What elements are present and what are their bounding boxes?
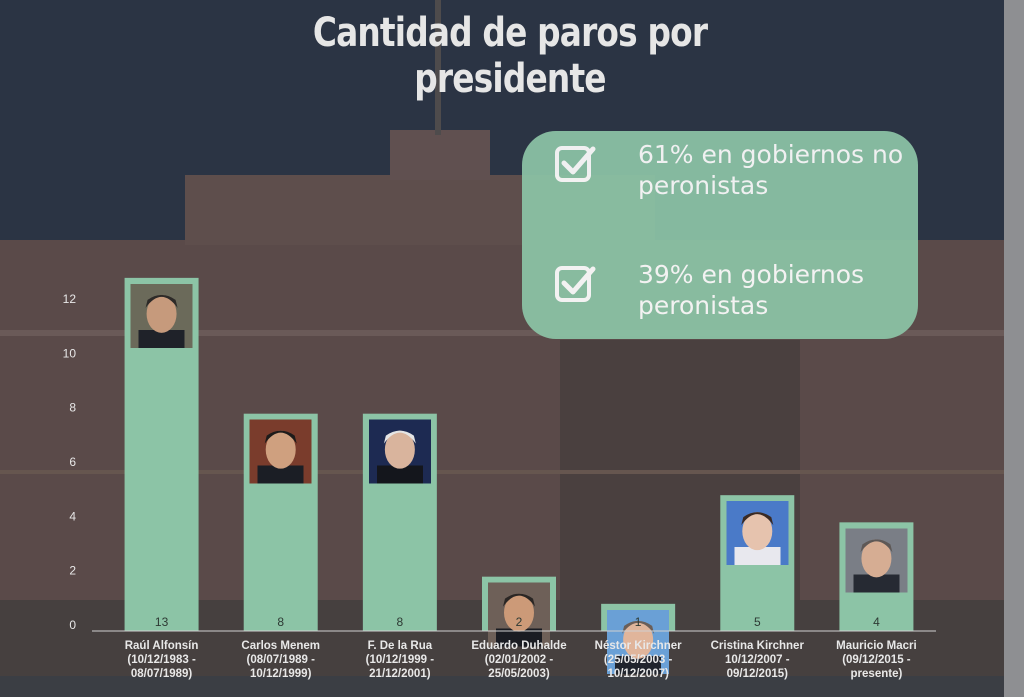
x-tick-label: Eduardo Duhalde (02/01/2002 -25/05/2003)	[471, 640, 566, 680]
y-tick-label: 6	[69, 455, 76, 469]
x-tick-label: Néstor Kirchner (25/05/2003 -10/12/2007)	[595, 640, 682, 680]
bar-value-label: 8	[397, 615, 404, 629]
checkbox-checked-icon	[555, 266, 596, 302]
bar-value-label: 13	[155, 615, 169, 629]
bar-value-label: 1	[635, 615, 642, 629]
y-tick-label: 10	[63, 346, 77, 360]
callout-item-peronistas: 39% en gobiernos peronistas	[552, 259, 908, 321]
x-tick-label: Cristina Kirchner 10/12/2007 -09/12/2015)	[711, 640, 805, 680]
y-tick-label: 4	[69, 509, 76, 523]
x-tick-label: Raúl Alfonsín (10/12/1983 -08/07/1989)	[125, 640, 199, 680]
x-tick-label: Mauricio Macri (09/12/2015 -presente)	[836, 640, 917, 680]
chart-title: Cantidad de paros por presidente	[312, 10, 708, 102]
callout-text-no-peronistas: 61% en gobiernos no peronistas	[638, 140, 904, 200]
y-tick-label: 2	[69, 564, 76, 578]
x-tick-label: Carlos Menem (08/07/1989 -10/12/1999)	[241, 640, 320, 680]
bar-value-label: 8	[277, 615, 284, 629]
cristina-kirchner-portrait	[726, 501, 789, 566]
y-axis: 0 2 4 6 8 10 12	[63, 292, 77, 632]
bars-layer: 13 8 8 2 1 5 4	[124, 277, 914, 674]
raul-alfonsin-portrait	[130, 283, 193, 348]
bar-value-label: 2	[516, 615, 523, 629]
y-tick-label: 8	[69, 401, 76, 415]
nestor-kirchner-portrait	[607, 609, 670, 674]
window-edge	[1004, 0, 1024, 697]
summary-callout: 61% en gobiernos no peronistas 39% en go…	[522, 131, 918, 339]
x-axis-labels: Raúl Alfonsín (10/12/1983 -08/07/1989) Car…	[125, 640, 917, 680]
eduardo-duhalde-portrait	[488, 582, 550, 647]
mauricio-macri-portrait	[845, 528, 908, 593]
y-tick-label: 12	[63, 292, 77, 306]
y-tick-label: 0	[69, 618, 76, 632]
carlos-menem-portrait	[249, 419, 312, 484]
callout-text-peronistas: 39% en gobiernos peronistas	[638, 260, 865, 320]
bar-value-label: 5	[754, 615, 761, 629]
checkbox-checked-icon	[555, 146, 596, 182]
fernando-de-la-rua-portrait	[368, 419, 431, 484]
x-tick-label: F. De la Rua (10/12/1999 -21/12/2001)	[366, 640, 435, 680]
callout-item-no-peronistas: 61% en gobiernos no peronistas	[552, 139, 908, 201]
bar-value-label: 4	[873, 615, 880, 629]
